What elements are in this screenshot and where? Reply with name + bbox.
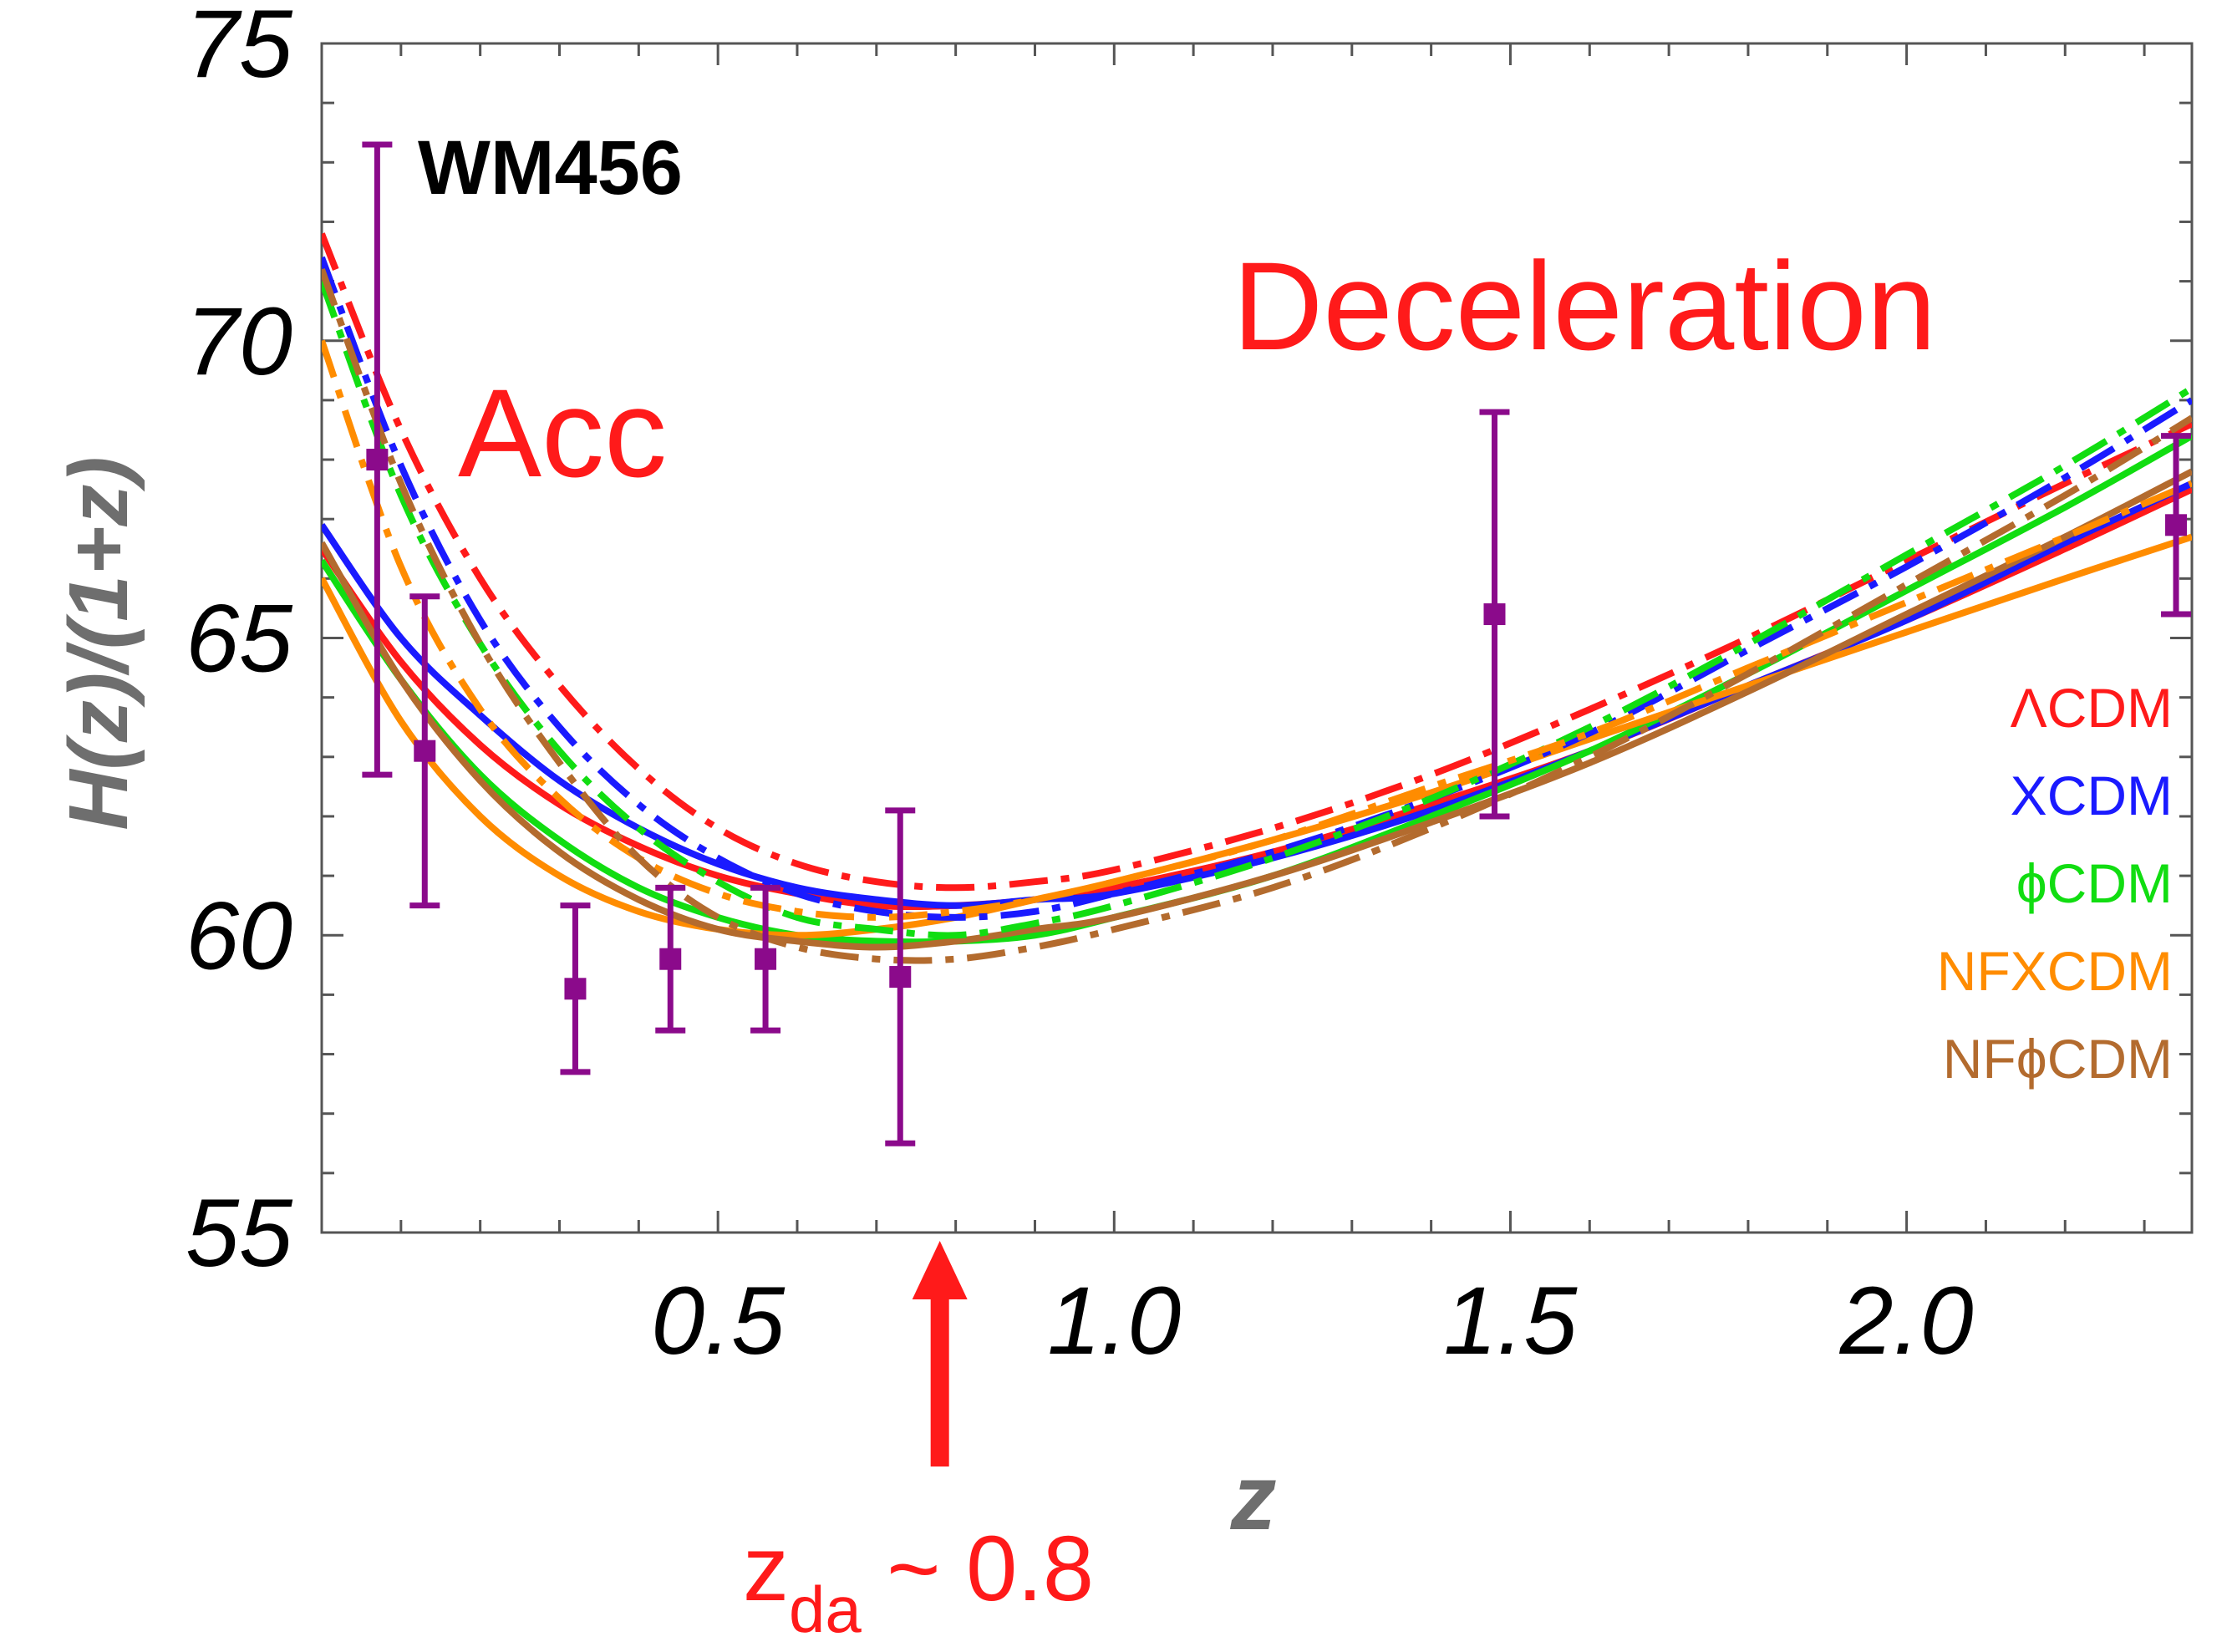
legend-entry: NFϕCDM (1943, 1028, 2173, 1090)
x-tick-label: 0.5 (651, 1268, 786, 1375)
series-line-nf-cdm-solid (322, 468, 2192, 951)
panel-label: WM456 (418, 125, 683, 211)
y-tick-label: 60 (186, 882, 292, 989)
x-axis-label: z (1230, 1446, 1277, 1549)
legend-entry: ΛCDM (2011, 677, 2173, 739)
data-point (564, 978, 587, 1000)
data-point (2165, 514, 2188, 536)
zda-main: z (743, 1517, 789, 1620)
legend-entry: XCDM (2011, 765, 2173, 826)
series-layer (322, 232, 2192, 964)
zda-arrow-head (912, 1241, 968, 1299)
x-tick-label: 1.0 (1047, 1268, 1181, 1375)
acc-annotation: Acc (458, 363, 667, 503)
plot-frame (320, 42, 2194, 1234)
series-line-cdm-solid (322, 433, 2192, 946)
series-line-cdm-dotdash (322, 232, 2192, 892)
legend-entry: NFXCDM (1937, 940, 2173, 1002)
deceleration-annotation: Deceleration (1233, 236, 1936, 376)
legend: ΛCDM XCDM ϕCDM NFXCDM NFϕCDM (1937, 677, 2173, 1090)
points-layer (362, 141, 2192, 1146)
y-axis-label: H(z)/(1+z) (52, 456, 145, 830)
zda-value: ~ 0.8 (862, 1517, 1094, 1620)
zda-annotation: zda ~ 0.8 (743, 1517, 1094, 1646)
x-tick-label: 2.0 (1839, 1268, 1974, 1375)
y-tick-label: 65 (186, 586, 293, 693)
series-line-xcdm-dotdash (322, 256, 2192, 921)
y-tick-label: 75 (186, 0, 293, 98)
zda-subscript: da (789, 1573, 862, 1646)
data-point (366, 449, 389, 471)
data-point (889, 966, 912, 989)
legend-entry: ϕCDM (2016, 852, 2173, 914)
data-point (1483, 603, 1506, 626)
y-tick-label: 70 (186, 288, 292, 395)
data-point (414, 740, 436, 762)
series-line-nf-cdm-dotdash (322, 268, 2192, 964)
x-tick-label: 1.5 (1444, 1268, 1579, 1375)
data-point (755, 948, 777, 970)
series-line-nfxcdm-solid (322, 533, 2192, 939)
data-point (659, 948, 682, 970)
ticks-layer: 55 60 65 70 75 0.5 1.0 1.5 2.0 (186, 0, 2192, 1375)
y-tick-label: 55 (186, 1180, 293, 1287)
